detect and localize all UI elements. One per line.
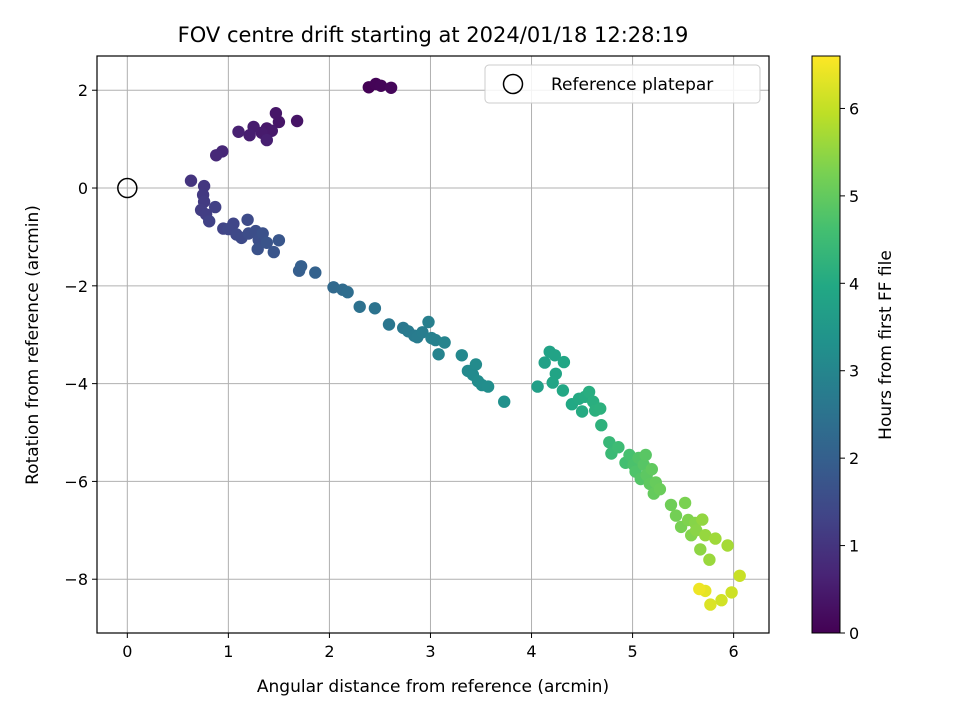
colorbar-tick-label: 5 (849, 187, 859, 206)
data-point (309, 266, 322, 279)
data-point (432, 348, 445, 361)
data-points (184, 77, 746, 611)
data-point (733, 569, 746, 582)
data-point (548, 349, 561, 362)
x-tick-label: 3 (425, 642, 435, 661)
data-point (582, 385, 596, 399)
data-point (699, 529, 712, 542)
colorbar-tick-label: 6 (849, 99, 859, 118)
data-point (416, 326, 429, 339)
data-point (595, 419, 608, 432)
reference-platepar-point (117, 177, 138, 199)
y-tick-label: −8 (64, 570, 88, 589)
data-point (669, 509, 683, 522)
x-axis-label: Angular distance from reference (arcmin) (257, 677, 609, 697)
data-point (531, 380, 544, 393)
data-point (209, 200, 222, 214)
data-point (498, 395, 511, 408)
reference-point-layer (117, 177, 138, 199)
data-point (256, 227, 269, 240)
data-point (594, 402, 607, 415)
x-axis-ticks: 0 1 2 3 4 5 6 (122, 633, 739, 661)
data-point (639, 448, 652, 462)
x-tick-label: 2 (324, 642, 334, 661)
colorbar-tick-label: 2 (849, 449, 859, 468)
data-point (374, 79, 388, 93)
data-point (703, 553, 716, 566)
colorbar-ticks: 0 1 2 3 4 5 6 (840, 99, 859, 643)
data-point (455, 349, 468, 362)
data-point (184, 174, 198, 187)
data-point (481, 380, 495, 393)
data-point (678, 496, 692, 510)
y-axis-ticks: −8 −6 −4 −2 0 2 (64, 81, 97, 589)
data-point (422, 315, 435, 329)
y-tick-label: 0 (78, 179, 88, 198)
data-point (260, 236, 273, 249)
data-point (696, 513, 709, 526)
data-point (546, 376, 559, 389)
data-point (721, 539, 734, 552)
x-tick-label: 6 (729, 642, 739, 661)
data-point (603, 436, 616, 449)
data-point (575, 405, 589, 418)
x-tick-label: 5 (627, 642, 637, 661)
data-point (694, 543, 707, 556)
data-point (382, 318, 396, 331)
data-point (384, 81, 398, 95)
y-axis-label: Rotation from reference (arcmin) (23, 205, 43, 485)
data-point (203, 215, 216, 228)
data-point (269, 107, 283, 120)
data-point (690, 524, 703, 537)
legend-label: Reference platepar (551, 75, 713, 95)
data-point (267, 245, 280, 259)
data-point (645, 463, 658, 476)
data-point (368, 302, 382, 315)
data-point (294, 260, 308, 273)
legend: Reference platepar (484, 64, 761, 104)
data-point (272, 234, 286, 247)
data-point (725, 586, 738, 599)
data-point (704, 598, 717, 611)
colorbar (811, 55, 841, 634)
data-point (693, 582, 706, 596)
y-tick-label: −6 (64, 472, 88, 491)
data-point (232, 125, 245, 138)
data-point (243, 129, 256, 142)
data-point (538, 356, 551, 369)
data-point (612, 441, 625, 454)
data-point (557, 355, 571, 369)
data-point (341, 286, 354, 299)
data-point (241, 213, 254, 226)
y-tick-label: 2 (78, 81, 88, 100)
data-point (469, 358, 483, 371)
legend-open-circle-icon (502, 73, 524, 95)
x-tick-label: 4 (526, 642, 536, 661)
data-point (265, 124, 278, 137)
y-tick-label: −2 (64, 277, 88, 296)
data-point (353, 300, 366, 313)
x-tick-label: 0 (122, 642, 132, 661)
colorbar-tick-label: 3 (849, 362, 859, 381)
data-point (709, 532, 722, 545)
colorbar-tick-label: 4 (849, 274, 859, 293)
colorbar-label: Hours from first FF file (876, 250, 896, 440)
plot-frame (96, 55, 770, 634)
data-point (664, 498, 678, 512)
y-tick-label: −4 (64, 375, 88, 394)
colorbar-tick-label: 0 (849, 624, 859, 643)
colorbar-tick-label: 1 (849, 537, 859, 556)
data-point (653, 483, 667, 496)
data-point (251, 242, 264, 256)
legend-box (484, 64, 761, 104)
data-point (210, 149, 223, 162)
x-tick-label: 1 (223, 642, 233, 661)
data-point (290, 114, 304, 128)
data-point (556, 384, 570, 397)
data-point (260, 133, 273, 147)
data-point (438, 336, 451, 349)
chart-title: FOV centre drift starting at 2024/01/18 … (178, 23, 689, 47)
data-point (715, 594, 728, 607)
